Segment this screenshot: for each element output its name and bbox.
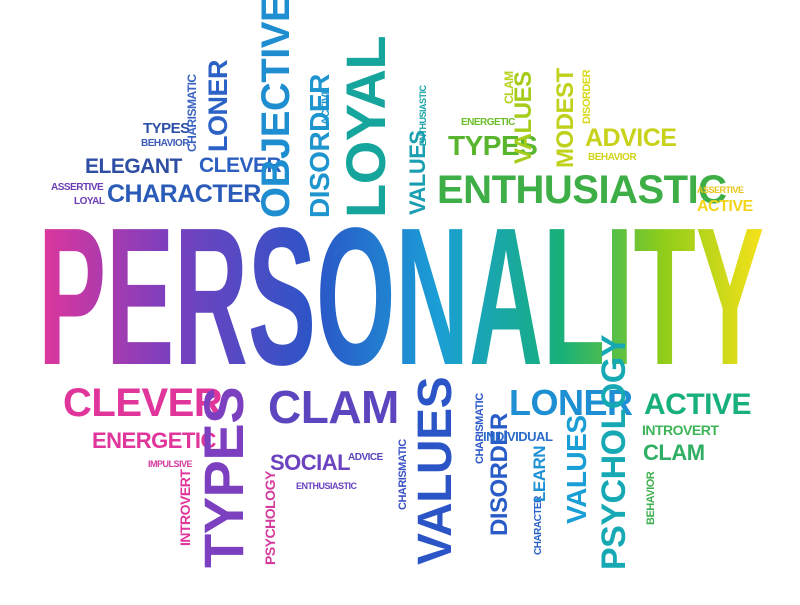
- word-character: CHARACTER: [107, 180, 261, 208]
- word-psychology-large: PSYCHOLOGY: [595, 335, 633, 570]
- word-elegant: ELEGANT: [85, 155, 182, 178]
- word-types: TYPES: [143, 120, 190, 137]
- word-values-bottom: VALUES: [561, 415, 592, 525]
- word-clam-right: CLAM: [643, 440, 705, 465]
- word-loner-bottom: LONER: [509, 382, 633, 423]
- word-objective: OBJECTIVE: [254, 0, 298, 218]
- word-energetic-bottom: ENERGETIC: [92, 428, 216, 453]
- word-individual: INDIVIDUAL: [483, 429, 553, 444]
- word-loyal-small: LOYAL: [74, 196, 105, 207]
- word-types-top: TYPES: [448, 130, 538, 161]
- word-types-bottom: TYPES: [192, 386, 255, 568]
- word-character-bottom: CHARACTER: [533, 496, 544, 555]
- word-active-top: ACTIVE: [320, 87, 332, 125]
- word-enthusiastic-bottom: ENTHUSIASTIC: [296, 481, 357, 491]
- word-energetic-top: ENERGETIC: [461, 117, 515, 128]
- word-values-top: VALUES: [405, 130, 430, 215]
- word-modest: MODEST: [552, 68, 579, 168]
- word-behavior-top: BEHAVIOR: [588, 152, 637, 163]
- word-assertive: ASSERTIVE: [51, 182, 104, 193]
- word-values-upper: VALUES: [510, 71, 537, 164]
- word-assertive-right: ASSERTIVE: [697, 185, 744, 195]
- word-advice-top: ADVICE: [585, 124, 677, 152]
- word-enthusiastic-large: ENTHUSIASTIC: [437, 168, 727, 212]
- word-social: SOCIAL: [270, 450, 351, 475]
- word-clever-bottom: CLEVER: [63, 381, 223, 425]
- word-introvert-bottom: INTROVERT: [177, 469, 193, 546]
- word-disorder-top: DISORDER: [581, 69, 593, 124]
- word-values-bottom-large: VALUES: [409, 376, 462, 565]
- word-impulsive: IMPULSIVE: [148, 459, 193, 469]
- main-word-text: PERSONALITY: [38, 218, 764, 370]
- word-active-right: ACTIVE: [697, 198, 753, 215]
- word-active-bottom: ACTIVE: [644, 388, 752, 421]
- word-clever: CLEVER: [199, 154, 282, 177]
- word-learn: LEARN: [530, 445, 549, 502]
- word-behavior: BEHAVIOR: [141, 138, 190, 149]
- word-charismatic: CHARISMATIC: [185, 74, 199, 152]
- word-charismatic-bottom: CHARISMATIC: [397, 439, 409, 510]
- word-loyal-large: LOYAL: [334, 35, 397, 218]
- word-introvert-right: INTROVERT: [642, 422, 719, 438]
- word-advice-bottom: ADVICE: [348, 452, 383, 463]
- word-loner: LONER: [203, 60, 233, 152]
- word-psychology-bottom: PSYCHOLOGY: [262, 471, 278, 565]
- word-clam-bottom: CLAM: [268, 381, 399, 433]
- word-behavior-right: BEHAVIOR: [645, 471, 657, 525]
- main-word-personality: PERSONALITY: [38, 218, 764, 370]
